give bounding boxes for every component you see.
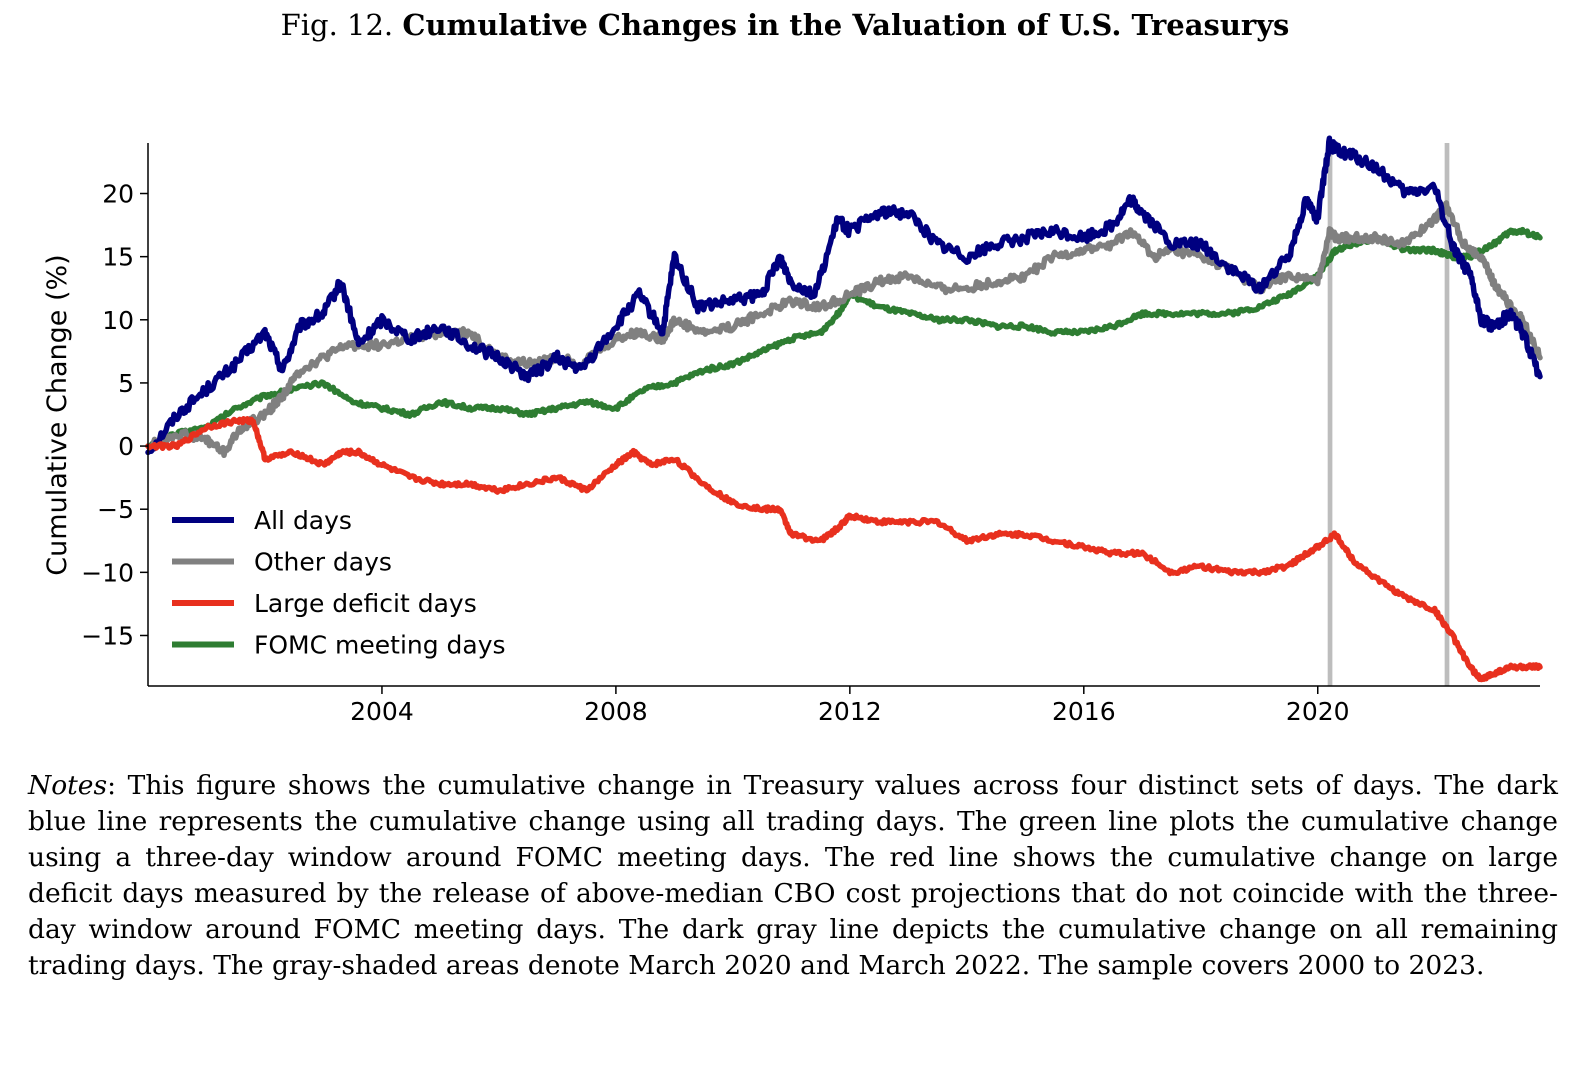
series-line-large-deficit-days — [145, 416, 1543, 683]
figure-notes: Notes: This figure shows the cumulative … — [28, 768, 1558, 984]
y-tick-label: −10 — [81, 558, 134, 587]
x-tick: 2020 — [1286, 686, 1350, 726]
y-tick: −10 — [81, 558, 148, 587]
x-tick-label: 2008 — [584, 697, 648, 726]
x-axis-ticks: 2004 2008 2012 2016 2020 — [350, 686, 1350, 726]
shaded-period-2 — [1444, 143, 1450, 686]
y-tick-label: 0 — [118, 432, 134, 461]
legend-entry: All days — [172, 506, 352, 535]
y-tick: 10 — [102, 306, 148, 335]
legend-entry: Other days — [172, 548, 392, 577]
y-tick: 0 — [118, 432, 148, 461]
y-tick-label: 5 — [118, 369, 134, 398]
y-tick-label: −15 — [81, 621, 134, 650]
figure-title-text: Cumulative Changes in the Valuation of U… — [402, 8, 1290, 42]
y-tick: 20 — [102, 180, 148, 209]
legend-label: All days — [254, 506, 352, 535]
y-tick-label: 15 — [102, 243, 134, 272]
y-tick-label: 20 — [102, 180, 134, 209]
legend: All days Other days Large deficit days FOMC… — [172, 506, 506, 660]
x-tick: 2004 — [350, 686, 414, 726]
figure-title: Fig. 12. Cumulative Changes in the Valua… — [0, 8, 1570, 42]
legend-label: Other days — [254, 548, 392, 577]
shaded-periods — [1327, 143, 1450, 686]
axes — [147, 143, 1540, 687]
legend-label: FOMC meeting days — [254, 631, 506, 660]
notes-label: Notes — [28, 770, 108, 801]
y-axis-ticks: −15 −10 −5 0 5 10 15 20 — [81, 180, 148, 650]
x-tick-label: 2012 — [818, 697, 882, 726]
chart: 2004 2008 2012 2016 2020 −15 −10 −5 0 5 10 15 20 Cu… — [42, 135, 1543, 726]
x-tick-label: 2004 — [350, 697, 414, 726]
series-line-all-days — [145, 135, 1543, 456]
figure-number: Fig. 12. — [280, 8, 394, 42]
notes-text: : This figure shows the cumulative chang… — [28, 770, 1558, 981]
series-line-other-days — [145, 200, 1543, 459]
shaded-period-1 — [1327, 143, 1333, 686]
y-axis-label: Cumulative Change (%) — [42, 254, 73, 575]
x-tick: 2016 — [1052, 686, 1116, 726]
y-tick-label: −5 — [97, 495, 134, 524]
x-tick: 2012 — [818, 686, 882, 726]
y-tick: −15 — [81, 621, 148, 650]
legend-entry: FOMC meeting days — [172, 631, 506, 660]
x-tick: 2008 — [584, 686, 648, 726]
legend-label: Large deficit days — [254, 589, 477, 618]
legend-entry: Large deficit days — [172, 589, 477, 618]
x-tick-label: 2016 — [1052, 697, 1116, 726]
x-tick-label: 2020 — [1286, 697, 1350, 726]
y-tick: 5 — [118, 369, 148, 398]
series-lines — [145, 135, 1543, 683]
y-tick: 15 — [102, 243, 148, 272]
y-tick-label: 10 — [102, 306, 134, 335]
y-tick: −5 — [97, 495, 148, 524]
